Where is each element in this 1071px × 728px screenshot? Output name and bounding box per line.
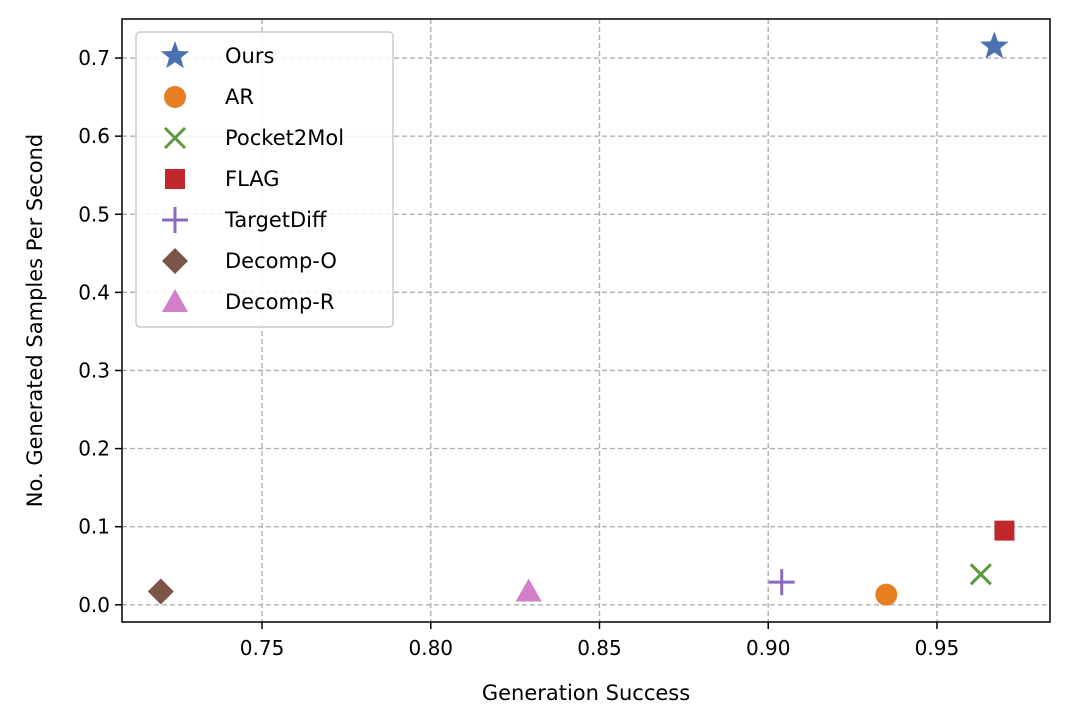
- x-tick-label: 0.90: [746, 636, 791, 660]
- data-point-flag: [994, 520, 1015, 541]
- y-tick-label: 0.1: [78, 515, 110, 539]
- legend-label-targetdiff: TargetDiff: [224, 208, 327, 232]
- legend-entry-pocket2mol: Pocket2Mol: [163, 126, 344, 150]
- plot-frame: [121, 18, 1051, 623]
- y-tick-label: 0.4: [78, 280, 110, 304]
- legend-entry-ar: AR: [164, 85, 254, 109]
- legend-entry-ours: Ours: [160, 41, 274, 69]
- legend-marker-ar: [164, 86, 186, 108]
- legend-label-decomp-r: Decomp-R: [225, 290, 334, 314]
- data-points: [147, 31, 1015, 606]
- x-tick-label: 0.80: [409, 636, 454, 660]
- legend-entry-flag: FLAG: [165, 167, 280, 191]
- y-tick-label: 0.5: [78, 202, 110, 226]
- y-tick-label: 0.0: [78, 593, 110, 617]
- x-axis-label: Generation Success: [482, 681, 690, 705]
- y-tick-label: 0.3: [78, 358, 110, 382]
- legend-label-flag: FLAG: [225, 167, 280, 191]
- legend-marker-decomp-r: [162, 289, 188, 312]
- y-axis-label: No. Generated Samples Per Second: [23, 134, 47, 507]
- data-point-targetdiff: [768, 569, 795, 596]
- data-point-ours: [980, 31, 1009, 59]
- legend-marker-decomp-o: [162, 248, 188, 274]
- legend: Ours AR Pocket2Mol FLAG TargetDiff Decomp-O De…: [135, 31, 394, 328]
- x-tick-label: 0.75: [240, 636, 285, 660]
- legend-marker-flag: [165, 169, 185, 189]
- legend-entry-decomp-r: Decomp-R: [162, 289, 334, 314]
- legend-marker-targetdiff: [162, 207, 188, 233]
- axis-ticks: 0.75 0.80 0.85 0.90 0.95 0.0 0.1 0.2 0.3 0.4 0.5 0.…: [78, 46, 959, 660]
- y-tick-label: 0.6: [78, 124, 110, 148]
- legend-marker-pocket2mol: [163, 126, 187, 150]
- legend-box: [135, 31, 394, 328]
- legend-label-ours: Ours: [225, 44, 274, 68]
- x-tick-label: 0.95: [915, 636, 960, 660]
- y-tick-label: 0.2: [78, 437, 110, 461]
- y-tick-label: 0.7: [78, 46, 110, 70]
- legend-label-ar: AR: [225, 85, 254, 109]
- data-point-pocket2mol: [969, 563, 992, 586]
- data-point-decomp-o: [147, 578, 174, 605]
- legend-entry-decomp-o: Decomp-O: [162, 248, 337, 274]
- x-tick-label: 0.85: [577, 636, 622, 660]
- data-point-decomp-r: [515, 578, 542, 602]
- legend-label-pocket2mol: Pocket2Mol: [225, 126, 344, 150]
- legend-entry-targetdiff: TargetDiff: [162, 207, 327, 233]
- legend-marker-ours: [160, 41, 190, 69]
- data-point-ar: [875, 583, 898, 606]
- legend-label-decomp-o: Decomp-O: [225, 249, 337, 273]
